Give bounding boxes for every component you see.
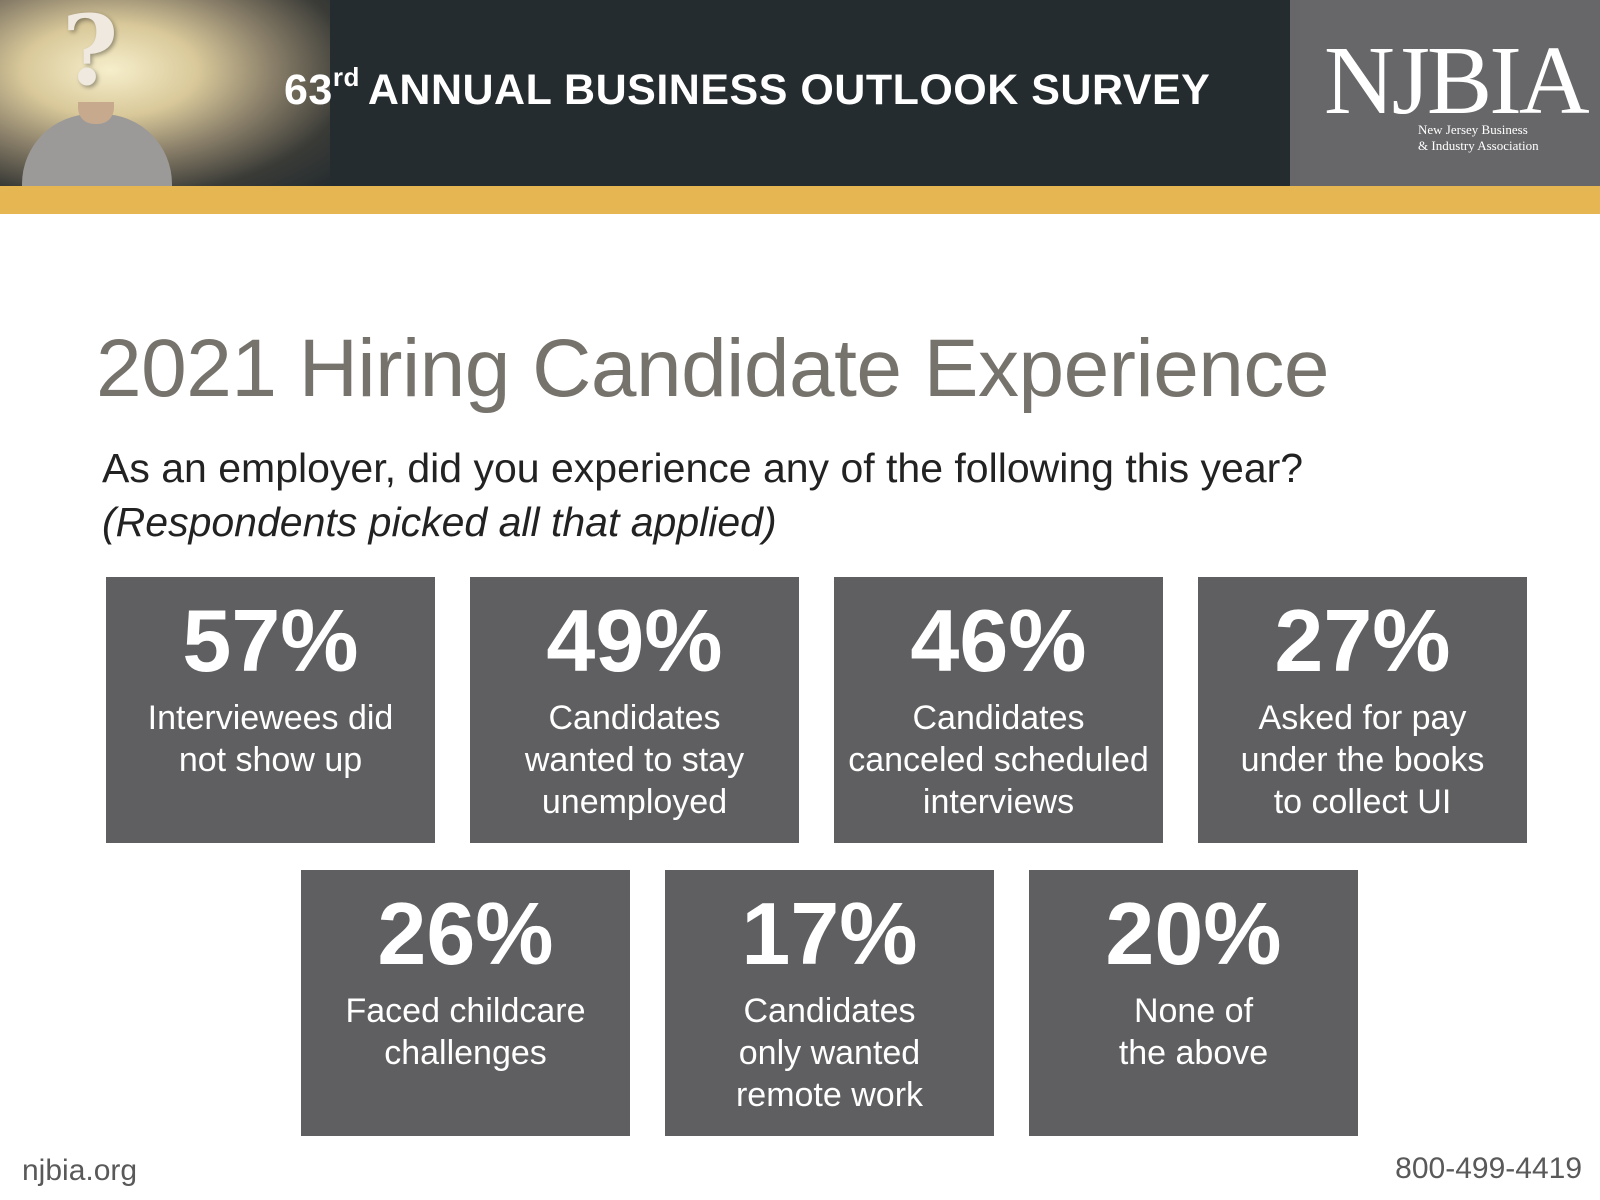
stat-percent: 46% — [910, 591, 1087, 690]
accent-bar — [0, 186, 1600, 214]
stat-card: 46% Candidates canceled scheduled interv… — [834, 577, 1163, 843]
person-torso — [22, 114, 172, 186]
njbia-logo: NJBIA New Jersey Business & Industry Ass… — [1290, 0, 1600, 186]
logo-sub-line-2: & Industry Association — [1418, 138, 1539, 153]
stat-percent: 27% — [1274, 591, 1451, 690]
logo-wordmark: NJBIA — [1324, 27, 1590, 135]
stat-label: Asked for pay under the books to collect… — [1240, 699, 1485, 821]
header-photo: ? — [0, 0, 330, 186]
stat-card: 57% Interviewees did not show up — [106, 577, 435, 843]
person-neck — [78, 102, 114, 124]
stat-card: 26% Faced childcare challenges — [301, 870, 630, 1136]
survey-suffix: rd — [332, 62, 360, 92]
stat-label: Candidates only wanted remote work — [735, 992, 924, 1114]
header-banner: ? 63rd ANNUAL BUSINESS OUTLOOK SURVEY NJB… — [0, 0, 1600, 186]
stat-card: 20% None of the above — [1029, 870, 1358, 1136]
stat-percent: 17% — [741, 884, 918, 983]
page-title: 2021 Hiring Candidate Experience — [96, 323, 1330, 414]
stat-label: Candidates wanted to stay unemployed — [524, 699, 745, 821]
stat-label: Candidates canceled scheduled interviews — [848, 699, 1149, 821]
stat-percent: 20% — [1105, 884, 1282, 983]
stat-percent: 49% — [546, 591, 723, 690]
stat-label: Interviewees did not show up — [147, 699, 394, 779]
stat-card: 17% Candidates only wanted remote work — [665, 870, 994, 1136]
survey-number: 63 — [284, 66, 333, 114]
stat-card: 49% Candidates wanted to stay unemployed — [470, 577, 799, 843]
stat-percent: 57% — [182, 591, 359, 690]
footer-website: njbia.org — [22, 1154, 138, 1187]
survey-question: As an employer, did you experience any o… — [102, 445, 1304, 491]
logo-subtitle: New Jersey Business & Industry Associati… — [1418, 122, 1539, 154]
survey-title: 63rd ANNUAL BUSINESS OUTLOOK SURVEY — [284, 62, 1210, 115]
stat-card: 27% Asked for pay under the books to col… — [1198, 577, 1527, 843]
survey-note: (Respondents picked all that applied) — [102, 499, 777, 545]
logo-sub-line-1: New Jersey Business — [1418, 122, 1528, 137]
stat-label: Faced childcare challenges — [345, 992, 586, 1072]
stat-label: None of the above — [1118, 992, 1269, 1072]
stat-percent: 26% — [377, 884, 554, 983]
footer-phone: 800-499-4419 — [1395, 1152, 1582, 1185]
question-mark-icon: ? — [62, 0, 119, 107]
survey-title-text: ANNUAL BUSINESS OUTLOOK SURVEY — [367, 66, 1211, 114]
